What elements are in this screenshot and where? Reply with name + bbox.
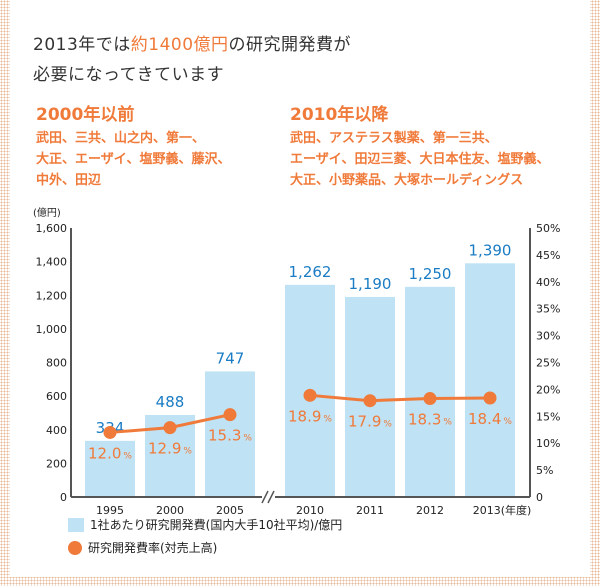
y-tick-label: 1,400 [36,256,68,269]
rate-point-2010 [303,388,317,402]
y-tick-label: 1,000 [36,323,68,336]
y-tick-label: 1,600 [36,222,68,235]
rate-point-2005 [223,408,237,422]
axis-break-mark [267,490,275,504]
y-tick-label: 200 [46,457,67,470]
era-companies: 大正、エーザイ、塩野義、藤沢、 [36,152,231,167]
era-companies: 中外、田辺 [36,173,102,188]
headline-highlight: 約1400億円 [130,35,229,55]
y2-tick-label: 15% [536,410,560,423]
era-before-2000: 2000年以前 武田、三共、山之内、第一、 大正、エーザイ、塩野義、藤沢、 中外… [36,100,230,191]
era-heading: 2000年以前 [36,105,135,125]
bar-value-label: 1,262 [289,263,332,281]
y2-tick-label: 5% [536,464,553,477]
legend-line-label: 研究開発費率(対売上高) [88,541,218,555]
x-tick-label: 2011 [356,504,384,517]
headline: 2013年では約1400億円の研究開発費が 必要になってきています [33,30,351,90]
bar-2013 [465,263,515,497]
headline-text: の研究開発費が [228,35,352,55]
bar-2012 [405,286,455,497]
rate-value-label: 12.0% [88,444,132,462]
y-tick-label: 600 [46,390,67,403]
rate-value-label: 12.9% [148,440,192,458]
y2-tick-label: 45% [536,249,560,262]
bar-value-label: 1,390 [469,241,512,259]
legend-bar: 1社あたり研究開発費(国内大手10社平均)/億円 [68,516,342,533]
rate-point-2000 [163,421,177,435]
rate-value-label: 15.3% [208,427,252,445]
rate-point-1995 [103,425,117,439]
y2-tick-label: 20% [536,383,560,396]
y2-tick-label: 40% [536,276,560,289]
y2-tick-label: 10% [536,437,560,450]
rate-point-2012 [423,392,437,406]
legend-line-marker [68,540,82,555]
rate-value-label: 18.3% [408,411,452,429]
rate-value-label: 17.9% [348,413,392,431]
rate-line [309,393,491,403]
y-tick-label: 800 [46,357,67,370]
era-companies: 大正、小野薬品、大塚ホールディングス [290,173,524,188]
rate-value-label: 18.9% [288,407,332,425]
y-axis-unit: (億円) [33,206,61,219]
rate-value-label: 18.4% [468,410,512,428]
rate-point-2013 [483,391,497,405]
rate-point-2011 [363,394,377,408]
headline-text: 必要になってきています [33,65,225,85]
bar-value-label: 488 [156,393,185,411]
x-tick-label: 2010 [296,504,324,517]
y2-tick-label: 50% [536,222,560,235]
bar-2005 [205,371,255,497]
era-heading: 2010年以降 [290,105,389,125]
x-tick-label: 2000 [156,504,184,517]
y-tick-label: 400 [46,424,67,437]
y-tick-label: 0 [60,491,67,504]
legend-bar-swatch [68,517,84,532]
era-companies: 武田、三共、山之内、第一、 [36,131,206,146]
y2-tick-label: 25% [536,357,560,370]
x-tick-label: 2005 [216,504,244,517]
era-after-2010: 2010年以降 武田、アステラス製薬、第一三共、 エーザイ、田辺三菱、大日本住友… [290,100,549,191]
x-tick-label: 2012 [416,504,444,517]
y2-tick-label: 0 [536,491,543,504]
bar-value-label: 1,190 [349,275,392,293]
era-companies: エーザイ、田辺三菱、大日本住友、塩野義、 [290,152,550,167]
bar-value-label: 747 [216,349,245,367]
y-tick-label: 1,200 [36,289,68,302]
y2-tick-label: 35% [536,303,560,316]
x-tick-label: 2013(年度) [473,503,532,517]
headline-text: 2013年では [33,35,131,55]
bar-1995 [85,440,135,497]
axis-break-mark [261,490,269,504]
legend-line: 研究開発費率(対売上高) [68,539,217,556]
bar-value-label: 1,250 [409,265,452,283]
legend-bar-label: 1社あたり研究開発費(国内大手10社平均)/億円 [90,518,343,532]
x-tick-label: 1995 [96,504,124,517]
era-companies: 武田、アステラス製薬、第一三共、 [290,131,498,146]
y2-tick-label: 30% [536,330,560,343]
